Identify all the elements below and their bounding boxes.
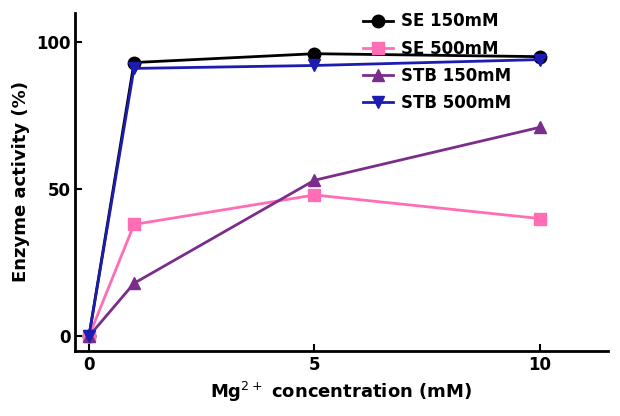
Line: SE 500mM: SE 500mM	[82, 189, 546, 342]
STB 500mM	[85, 334, 92, 339]
SE 500mM	[536, 216, 544, 221]
STB 150mM	[536, 125, 544, 130]
Legend: SE 150mM, SE 500mM, STB 150mM, STB 500mM: SE 150mM, SE 500mM, STB 150mM, STB 500mM	[363, 12, 512, 112]
STB 500mM	[536, 57, 544, 62]
SE 500mM	[85, 334, 92, 339]
SE 150mM	[311, 51, 318, 56]
Y-axis label: Enzyme activity (%): Enzyme activity (%)	[12, 81, 30, 282]
SE 500mM	[311, 193, 318, 198]
SE 150mM	[130, 60, 138, 65]
X-axis label: Mg$^{2+}$ concentration (mM): Mg$^{2+}$ concentration (mM)	[210, 379, 472, 404]
STB 150mM	[130, 281, 138, 286]
STB 500mM	[311, 63, 318, 68]
SE 150mM	[85, 334, 92, 339]
STB 150mM	[85, 334, 92, 339]
SE 150mM	[536, 54, 544, 59]
Line: SE 150mM: SE 150mM	[82, 47, 546, 342]
Line: STB 150mM: STB 150mM	[82, 121, 546, 342]
STB 150mM	[311, 178, 318, 183]
Line: STB 500mM: STB 500mM	[82, 53, 546, 342]
STB 500mM	[130, 66, 138, 71]
SE 500mM	[130, 222, 138, 227]
